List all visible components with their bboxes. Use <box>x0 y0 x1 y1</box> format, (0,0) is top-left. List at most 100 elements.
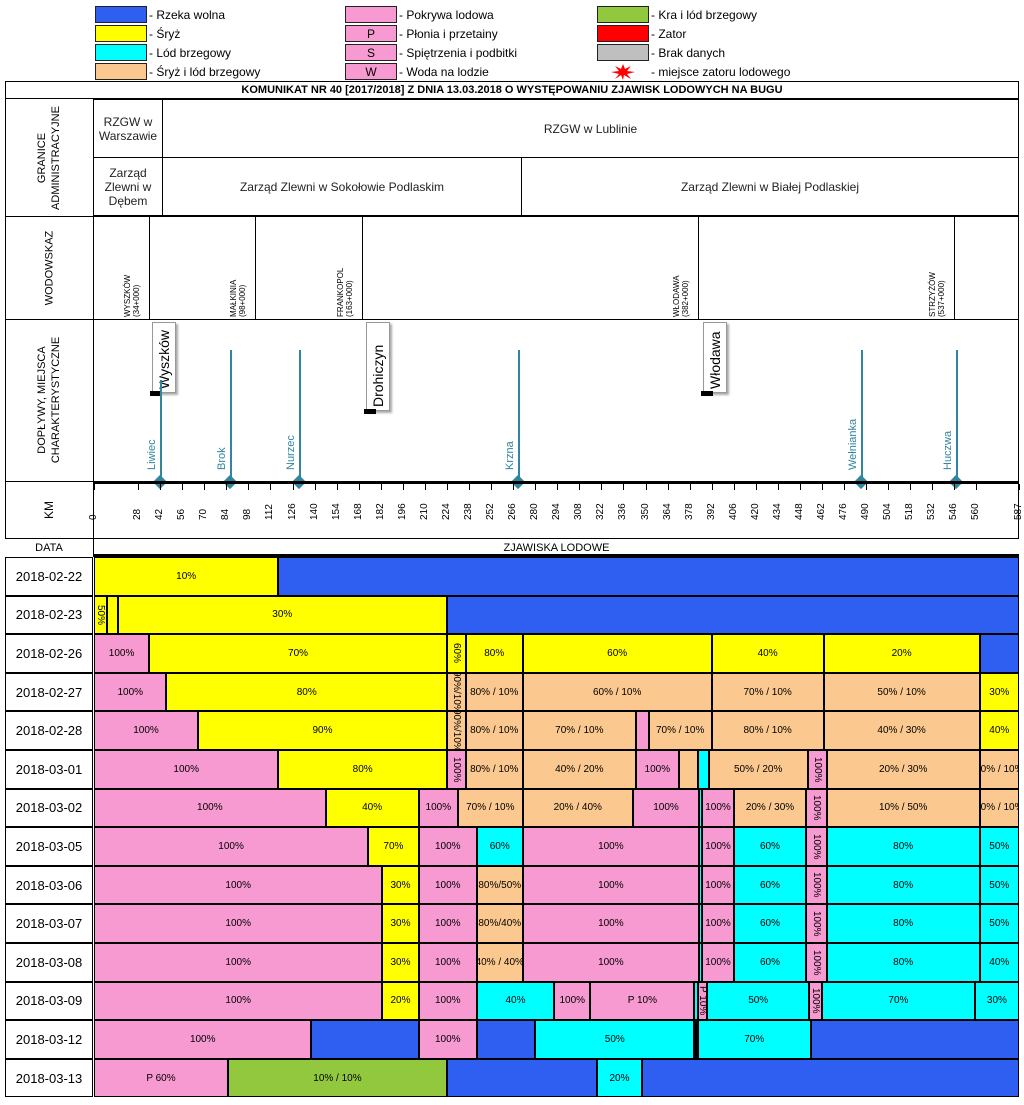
km-tick <box>380 484 382 490</box>
ice-segment-label: 10% / 50% <box>878 802 928 814</box>
row-date: 2018-02-23 <box>5 595 93 635</box>
legend-swatch <box>95 25 147 42</box>
legend-label: - Śryż <box>149 27 181 41</box>
tributary-line <box>229 350 232 480</box>
ice-segment: 60% <box>476 827 523 866</box>
legend-swatch <box>597 6 649 23</box>
gauge-name: MAŁKINIA <box>228 279 238 317</box>
ice-segment: 40% <box>711 634 824 673</box>
ice-segment-label: 20% <box>891 647 912 659</box>
km-tick <box>182 484 184 490</box>
km-tick <box>491 484 493 490</box>
ice-segment-label: 100% <box>811 949 822 976</box>
ice-segment <box>694 981 698 1021</box>
legend-label: - Brak danych <box>651 46 726 60</box>
ice-segment-label: 80% <box>296 686 317 698</box>
admin-side-label: GRANICE ADMINISTRACYJNE <box>36 105 63 210</box>
ice-segment: 70% / 10% <box>711 672 824 712</box>
km-tick <box>535 484 537 490</box>
ice-segment-label: 50% / 10% <box>877 686 926 698</box>
ice-segment: 70% <box>697 1020 811 1059</box>
km-tick <box>733 484 735 490</box>
ice-segment-label: 50% / 20% <box>734 763 783 775</box>
ice-segment <box>446 1058 597 1098</box>
km-tick-label: 252 <box>485 503 497 520</box>
gauge-line <box>149 216 151 319</box>
phenomena-header: ZJAWISKA LODOWE <box>93 539 1019 556</box>
km-tick-label: 210 <box>418 503 430 520</box>
gauge-label: WYSZKÓW (34+000) <box>123 275 141 317</box>
ice-segment: 50% <box>94 595 107 635</box>
km-tick <box>976 484 978 490</box>
km-tick-label: 56 <box>176 508 188 520</box>
ice-segment: 20% / 30% <box>826 750 980 789</box>
ice-segment-label: 90%/10% <box>450 711 462 750</box>
km-tick <box>160 484 162 490</box>
ice-segment: P 10% <box>697 981 707 1021</box>
tributary-line <box>160 380 163 480</box>
ice-segment-label: 40% <box>989 725 1010 737</box>
ice-segment: 60% / 10% <box>522 672 712 712</box>
ice-segment: 80% / 10% <box>465 750 523 789</box>
legend-swatch <box>345 6 397 23</box>
ice-segment: 100% <box>94 943 383 982</box>
tributary-label: Nurzec <box>284 435 297 470</box>
km-tick <box>513 484 515 490</box>
km-tick-label: 490 <box>860 503 872 520</box>
gauge-km: (98+000) <box>237 284 247 317</box>
ice-segment-label: 50% <box>989 879 1010 891</box>
tributary-line <box>955 350 958 480</box>
gauge-label: FRANKOPOL (163+000) <box>336 268 354 317</box>
place-marker <box>701 391 714 396</box>
ice-segment-label: 100% <box>434 956 461 968</box>
ice-segment: 80% <box>826 904 980 943</box>
km-tick <box>667 484 669 490</box>
ice-segment <box>699 865 703 905</box>
km-tick-label: 84 <box>220 508 232 520</box>
km-tick-label: 420 <box>749 503 761 520</box>
row-date: 2018-03-09 <box>5 981 93 1021</box>
ice-segment-label: 30% <box>390 918 411 930</box>
km-tick-label: 518 <box>904 503 916 520</box>
ice-segment: 80% / 10% <box>711 711 824 750</box>
ice-segment: 100% <box>522 865 700 905</box>
ice-segment-label: 100% <box>705 918 731 930</box>
ice-segment-label: 20% / 30% <box>745 802 795 814</box>
tribs-side-label: DOPŁYWY, MIEJSCA CHARAKTERYSTYCZNE <box>36 336 63 464</box>
km-tick-label: 238 <box>463 503 475 520</box>
ice-segment-label: 100% <box>598 956 624 968</box>
ice-segment-label: 40% / 40% <box>476 956 523 968</box>
ice-segment-label: P 60% <box>146 1072 176 1084</box>
ice-segment-label: 80% <box>893 879 914 891</box>
legend-label: - Rzeka wolna <box>149 8 226 22</box>
ice-segment-label: 80% <box>893 918 914 930</box>
ice-segment-label: 50% <box>604 1033 625 1045</box>
legend-label: - Śryż i lód brzegowy <box>149 65 261 79</box>
ice-segment: 20% <box>596 1058 643 1098</box>
km-tick-label: 280 <box>529 503 541 520</box>
ice-segment-label: 100% <box>811 833 822 860</box>
legend-swatch <box>95 44 147 61</box>
ice-segment: 90%/10% <box>446 711 466 750</box>
ice-segment: 60% <box>733 943 807 982</box>
ice-segment: 60% <box>446 634 466 673</box>
ice-segment: 100% <box>807 750 827 789</box>
place-marker <box>149 391 162 396</box>
ice-segment: 50% <box>535 1020 695 1059</box>
tributary-label: Wełnianka <box>847 418 860 470</box>
km-tick-label: 168 <box>352 503 364 520</box>
ice-segment-label: 40% <box>362 802 383 814</box>
ice-segment-label: P 10% <box>627 995 658 1007</box>
ice-segment-label: 30% <box>272 609 293 621</box>
ice-segment <box>695 1020 698 1059</box>
gauge-line <box>954 216 956 319</box>
ice-segment: 20% / 40% <box>522 788 633 828</box>
ice-segment-label: 100% <box>598 840 624 852</box>
km-tick-label: 462 <box>816 503 828 520</box>
gauge-label: STRZYŻÓW (537+000) <box>928 272 946 317</box>
ice-segment: 10% <box>94 557 279 596</box>
ice-segment: 20% / 10% <box>979 788 1019 828</box>
km-tick <box>689 484 691 490</box>
gauge-name: WŁODAWA <box>671 275 681 317</box>
ice-segment: 20% <box>382 981 419 1021</box>
